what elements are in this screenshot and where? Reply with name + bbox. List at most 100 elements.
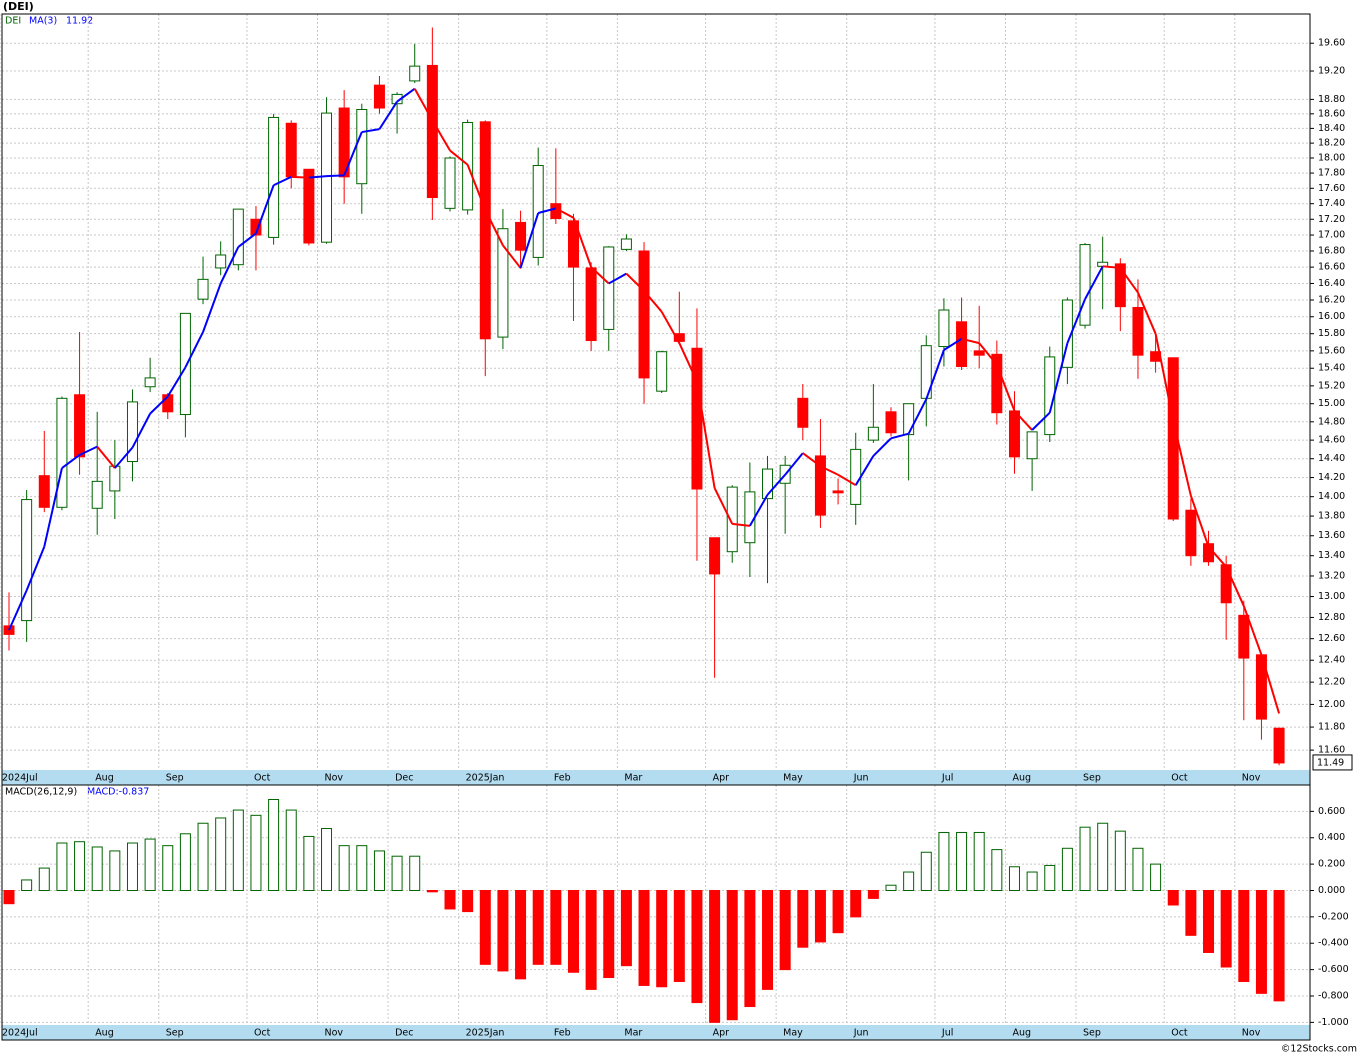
macd-bar <box>1061 847 1073 891</box>
ma-segment <box>766 474 786 496</box>
macd-bar <box>162 845 174 891</box>
ma-segment <box>625 272 645 292</box>
x-tick-label: Dec <box>395 1028 413 1039</box>
macd-bar <box>620 889 632 967</box>
macd-bar <box>850 889 862 918</box>
ma-segment <box>466 164 487 211</box>
macd-bar <box>797 889 809 948</box>
y-tick-label: 16.80 <box>1318 245 1345 256</box>
candle-body <box>956 321 968 367</box>
macd-bar <box>426 889 438 893</box>
macd-bar <box>338 845 350 891</box>
macd-bar <box>638 889 650 986</box>
x-tick-label: May <box>783 773 803 784</box>
x-tick-label: Sep <box>1083 773 1101 784</box>
x-tick-label: Aug <box>95 773 114 784</box>
x-tick-label: Apr <box>713 1028 730 1039</box>
plot-frame <box>1 784 1311 1041</box>
candle-body <box>373 84 385 109</box>
x-tick-label: Aug <box>1012 1028 1031 1039</box>
y-tick-label: 12.40 <box>1318 655 1345 666</box>
macd-bar <box>550 889 562 965</box>
y-tick-label: 13.80 <box>1318 511 1345 522</box>
y-tick-label: 16.00 <box>1318 311 1345 322</box>
x-tick-label: 2024Jul <box>2 773 38 784</box>
candle-body <box>38 475 50 508</box>
macd-bar <box>762 889 774 990</box>
macd-bar <box>321 828 333 891</box>
y-tick-label: 13.20 <box>1318 570 1345 581</box>
x-tick-label: Dec <box>395 773 413 784</box>
candle-body <box>744 491 756 544</box>
ma-segment <box>678 342 698 382</box>
ma-segment <box>872 437 892 457</box>
y-tick-label: 18.60 <box>1318 108 1345 119</box>
candle-body <box>126 401 138 463</box>
candle-body <box>620 238 632 250</box>
candle-body <box>867 426 879 441</box>
macd-bar <box>814 889 826 943</box>
candle-body <box>656 351 668 392</box>
candle-body <box>1114 263 1126 308</box>
x-axis-strip <box>2 1025 1310 1040</box>
x-tick-label: Nov <box>325 773 344 784</box>
last-price-box <box>1312 754 1353 771</box>
ma-segment <box>43 467 63 547</box>
candle-body <box>850 448 862 505</box>
y-tick-label: 17.60 <box>1318 183 1345 194</box>
macd-bar <box>497 889 509 972</box>
ma-segment <box>166 366 187 398</box>
y-tick-label: -0.600 <box>1318 964 1349 975</box>
macd-bar <box>1185 889 1197 936</box>
candle-body <box>215 254 227 269</box>
x-tick-label: Sep <box>166 773 184 784</box>
ma-segment <box>1137 292 1157 335</box>
candle-body <box>797 397 809 428</box>
y-tick-label: -0.400 <box>1318 938 1349 949</box>
ma-segment <box>643 290 663 313</box>
macd-bar <box>956 831 968 891</box>
ma-segment <box>1172 420 1192 496</box>
x-tick-label: Oct <box>1171 1028 1188 1039</box>
macd-value: MACD:-0.837 <box>87 787 149 798</box>
y-tick-label: 0.600 <box>1318 806 1345 817</box>
candle-body <box>409 65 421 82</box>
macd-bar <box>179 833 191 891</box>
x-tick-label: May <box>783 1028 803 1039</box>
macd-bar <box>74 841 86 891</box>
candle-body <box>885 411 897 434</box>
macd-bar <box>567 889 579 973</box>
ma-segment <box>995 364 1016 412</box>
y-tick-label: 14.20 <box>1318 472 1345 483</box>
ma-segment <box>555 207 574 219</box>
x-tick-label: Aug <box>95 1028 114 1039</box>
macd-bar <box>1203 889 1215 953</box>
candle-body <box>144 377 156 388</box>
candle-body <box>1026 431 1038 460</box>
macd-bar <box>691 889 703 1004</box>
candle-body <box>1273 727 1285 764</box>
candle-body <box>691 347 703 490</box>
macd-bar <box>673 889 685 982</box>
ma-segment <box>1207 546 1227 568</box>
x-tick-label: 2025Jan <box>466 773 505 784</box>
legend-ma-value: 11.92 <box>66 16 93 27</box>
x-tick-label: Oct <box>254 773 271 784</box>
macd-bar <box>250 814 262 891</box>
candle-body <box>1061 299 1073 368</box>
candle-body <box>232 208 244 266</box>
candle-body <box>638 250 650 379</box>
candle-body <box>603 246 615 330</box>
candle-body <box>321 112 333 243</box>
candle-body <box>1132 306 1144 356</box>
macd-bar <box>373 850 385 891</box>
y-tick-label: 19.60 <box>1318 38 1345 49</box>
ma-segment <box>695 381 716 489</box>
ma-segment <box>890 432 909 440</box>
macd-bar <box>938 831 950 891</box>
candle-body <box>426 64 438 199</box>
macd-bar <box>585 889 597 990</box>
ma-segment <box>784 452 804 476</box>
x-tick-label: Apr <box>713 773 730 784</box>
legend-ma: MA(3) <box>29 16 57 27</box>
